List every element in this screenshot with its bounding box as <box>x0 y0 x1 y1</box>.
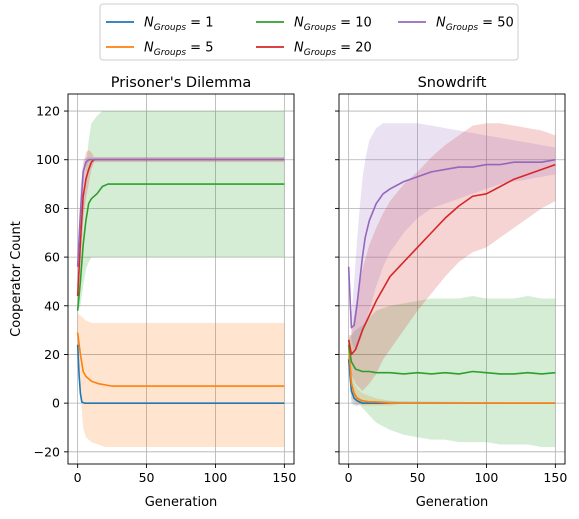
x-tick-label: 100 <box>475 470 499 485</box>
series-band-4 <box>348 123 556 350</box>
x-tick-label: 50 <box>410 470 426 485</box>
chart-panel-1: 0 50 100 150 Snowdrift Generation <box>335 75 567 510</box>
y-tick-label: 100 <box>36 152 60 167</box>
y-tick-label: 20 <box>44 347 60 362</box>
y-tick-label: 0 <box>52 396 60 411</box>
series-band-1 <box>348 334 556 406</box>
series-line-0 <box>76 344 285 404</box>
legend-label: NGroups = 5 <box>144 41 213 59</box>
series-line-1 <box>347 344 556 404</box>
series-line-4 <box>76 158 285 267</box>
y-tick-label: 60 <box>44 250 60 265</box>
legend-label: NGroups = 50 <box>436 16 514 34</box>
x-tick-label: 50 <box>139 470 155 485</box>
legend-label: NGroups = 20 <box>294 41 372 59</box>
x-tick-label: 100 <box>204 470 228 485</box>
series-band-1 <box>77 313 285 447</box>
legend-label: NGroups = 10 <box>294 16 372 34</box>
x-tick-label: 150 <box>543 470 567 485</box>
legend: NGroups = 1 NGroups = 5 NGroups = 10 NGroup… <box>99 3 519 61</box>
series-band-3 <box>348 123 556 391</box>
y-tick-label: −20 <box>34 444 60 459</box>
axes-frame <box>338 93 566 465</box>
y-tick-label: 80 <box>44 201 60 216</box>
legend-box <box>99 3 519 61</box>
series-line-4 <box>347 158 556 329</box>
chart-title: Prisoner's Dilemma <box>111 75 251 91</box>
series-line-2 <box>76 183 285 311</box>
series-band-2 <box>77 111 285 311</box>
chart-panel-0: 0 50 100 150 −20 0 20 40 60 80 100 120 Prisoner's Di… <box>9 75 296 510</box>
x-tick-label: 150 <box>272 470 296 485</box>
axes-frame <box>67 93 295 465</box>
series-line-1 <box>76 332 285 387</box>
series-line-3 <box>347 163 556 356</box>
x-tick-label: 0 <box>345 470 353 485</box>
x-tick-label: 0 <box>74 470 82 485</box>
series-line-2 <box>347 344 556 375</box>
chart-title: Snowdrift <box>418 75 487 91</box>
x-axis-label: Generation <box>145 495 218 510</box>
y-tick-label: 40 <box>44 298 60 313</box>
y-axis-label: Cooperator Count <box>9 221 24 337</box>
y-tick-label: 120 <box>36 104 60 119</box>
series-band-2 <box>348 296 556 447</box>
x-axis-label: Generation <box>416 495 489 510</box>
legend-label: NGroups = 1 <box>144 16 213 34</box>
